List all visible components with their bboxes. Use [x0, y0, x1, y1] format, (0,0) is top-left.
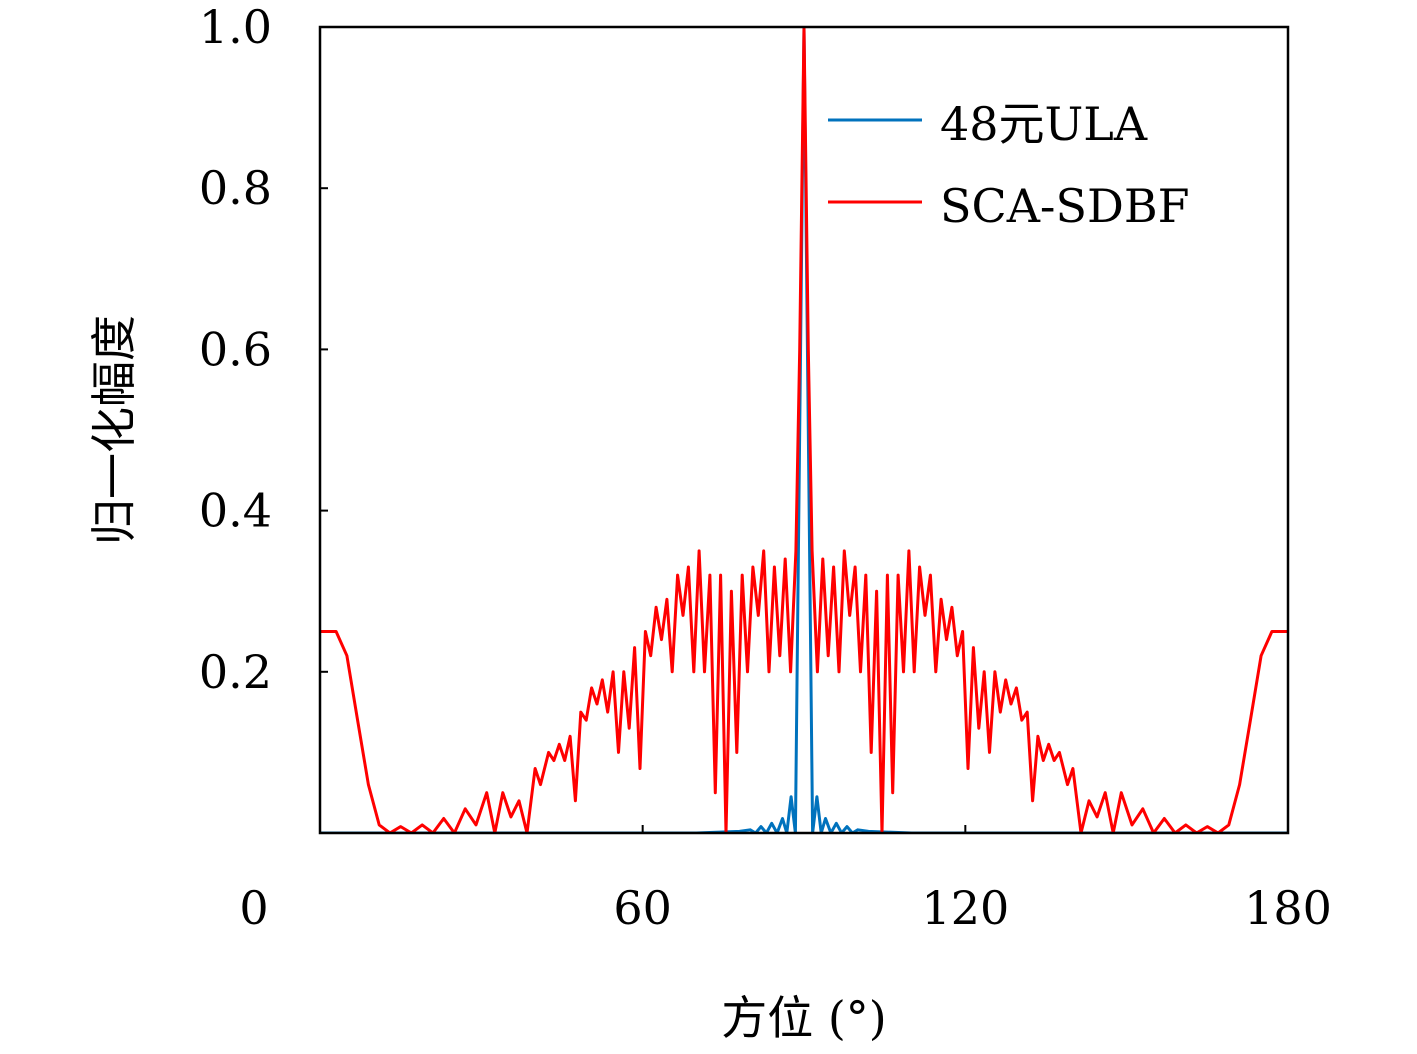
x-axis-title: 方位 (°): [721, 991, 887, 1045]
y-tick-label: 0.2: [199, 645, 272, 699]
y-tick-label: 1.0: [199, 0, 272, 54]
legend-label-sca-sdbf: SCA-SDBF: [940, 179, 1190, 233]
legend-label-ula: 48元ULA: [940, 97, 1148, 151]
legend: 48元ULA SCA-SDBF: [828, 97, 1190, 233]
x-axis: 0 60 120 180: [239, 825, 1332, 935]
plot-area-frame: [318, 25, 1290, 835]
y-tick-label: 0.4: [199, 484, 272, 538]
x-tick-label: 120: [921, 881, 1009, 935]
y-tick-label: 0.6: [199, 322, 272, 376]
x-tick-label: 60: [613, 881, 672, 935]
y-axis-title: 归一化幅度: [87, 315, 141, 545]
series-line-ula: [320, 27, 1288, 833]
series-line-sca-sdbf: [320, 27, 1288, 833]
x-tick-label: 180: [1244, 881, 1332, 935]
x-tick-label: 0: [239, 881, 268, 935]
series-layer: [320, 27, 1288, 833]
y-axis: 0.2 0.4 0.6 0.8 1.0: [199, 0, 328, 699]
y-tick-label: 0.8: [199, 161, 272, 215]
